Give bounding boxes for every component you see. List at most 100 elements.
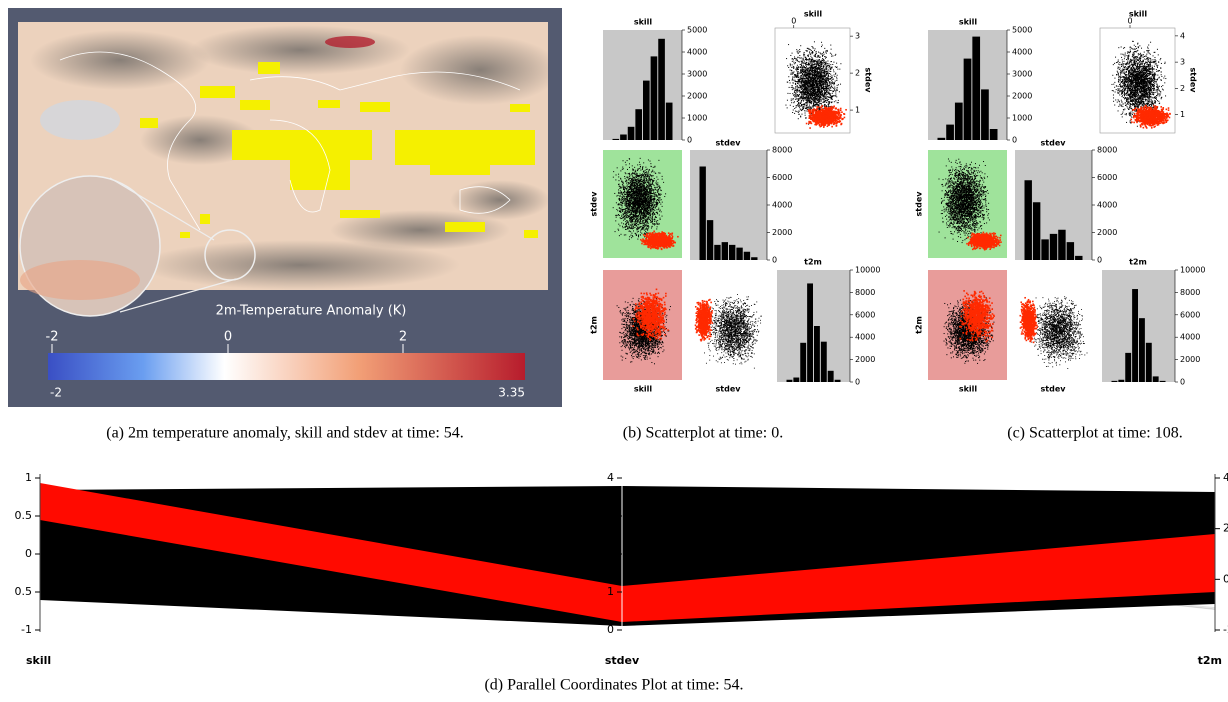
point — [836, 125, 838, 127]
point — [658, 172, 659, 173]
point — [625, 173, 626, 174]
hist-bar — [835, 380, 841, 382]
point — [642, 222, 643, 223]
y-tick-label: 8000 — [772, 146, 792, 155]
point — [622, 184, 623, 185]
point — [835, 108, 837, 110]
point — [804, 104, 805, 105]
colorbar — [48, 353, 525, 380]
point — [796, 86, 797, 87]
point — [790, 64, 791, 65]
point — [824, 90, 825, 91]
point — [812, 67, 813, 68]
colorbar-min: -2 — [50, 386, 62, 400]
point — [833, 79, 834, 80]
point — [635, 233, 636, 234]
point — [842, 118, 844, 120]
point — [629, 183, 630, 184]
point — [815, 106, 816, 107]
point — [629, 210, 630, 211]
point — [799, 103, 800, 104]
point — [831, 126, 833, 128]
point — [658, 208, 659, 209]
caption: (c) Scatterplot at time: 108. — [1007, 425, 1183, 442]
point — [815, 112, 817, 114]
point — [823, 86, 824, 87]
point — [622, 201, 623, 202]
point — [650, 181, 651, 182]
point — [660, 218, 661, 219]
point — [827, 116, 829, 118]
point — [802, 92, 803, 93]
point — [819, 75, 820, 76]
point — [822, 58, 823, 59]
point — [631, 233, 632, 234]
point — [656, 187, 657, 188]
point — [627, 217, 628, 218]
point — [839, 91, 840, 92]
point — [828, 75, 829, 76]
point — [797, 87, 798, 88]
point — [815, 122, 817, 124]
point — [815, 67, 816, 68]
point — [823, 101, 824, 102]
point — [821, 82, 822, 83]
colorbar-label: -2 — [46, 330, 59, 345]
point — [806, 102, 807, 103]
point — [810, 53, 811, 54]
point — [804, 52, 805, 53]
point — [813, 85, 814, 86]
point — [798, 50, 799, 51]
point — [795, 81, 796, 82]
point — [805, 80, 806, 81]
point — [832, 93, 833, 94]
point — [828, 74, 829, 75]
point — [813, 102, 814, 103]
point — [804, 61, 805, 62]
point — [658, 198, 659, 199]
point — [627, 177, 628, 178]
point — [803, 79, 804, 80]
point — [826, 113, 828, 115]
point — [832, 118, 834, 120]
point — [793, 68, 794, 69]
point — [816, 108, 818, 110]
point — [829, 65, 830, 66]
point — [628, 173, 629, 174]
point — [804, 78, 805, 79]
point — [629, 186, 630, 187]
point — [787, 93, 788, 94]
point — [822, 83, 823, 84]
point — [813, 108, 815, 110]
point — [810, 86, 811, 87]
point — [795, 84, 796, 85]
point — [835, 94, 836, 95]
point — [819, 85, 820, 86]
point — [812, 47, 813, 48]
point — [831, 67, 832, 68]
point — [826, 82, 827, 83]
point — [836, 90, 837, 91]
point — [829, 102, 830, 103]
point — [800, 76, 801, 77]
point — [794, 63, 795, 64]
point — [830, 76, 831, 77]
point — [829, 109, 831, 111]
point — [646, 180, 647, 181]
point — [648, 226, 649, 227]
point — [645, 207, 646, 208]
point — [638, 217, 639, 218]
point — [820, 80, 821, 81]
point — [636, 177, 637, 178]
point — [822, 60, 823, 61]
point — [804, 75, 805, 76]
point — [822, 79, 823, 80]
point — [806, 74, 807, 75]
point — [819, 103, 820, 104]
point — [622, 210, 623, 211]
point — [791, 87, 792, 88]
point — [837, 87, 838, 88]
point — [793, 62, 794, 63]
point — [801, 79, 802, 80]
point — [621, 215, 622, 216]
